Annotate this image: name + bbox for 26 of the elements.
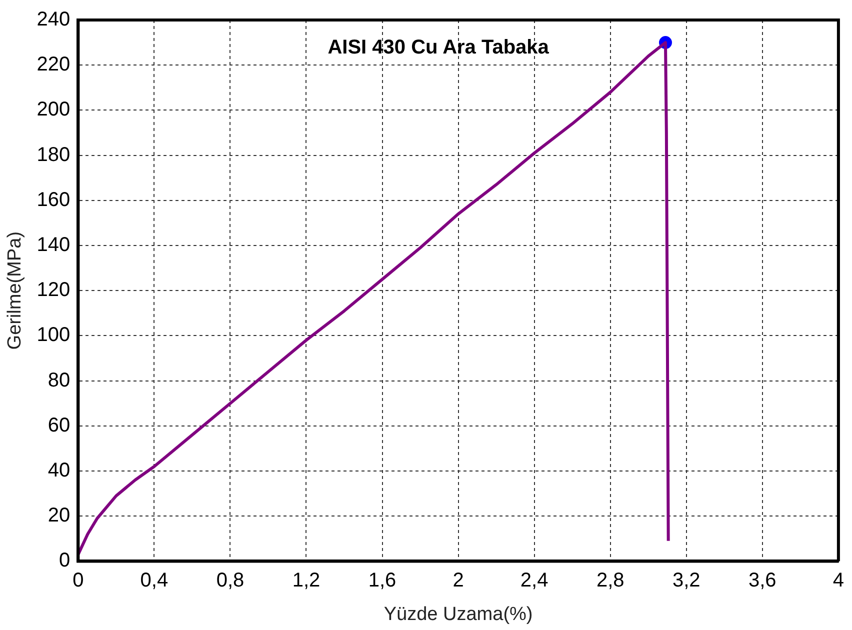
y-tick-label: 80 [48, 369, 70, 392]
x-tick-label: 2,8 [596, 570, 624, 592]
x-tick-label: 1,2 [292, 570, 320, 592]
x-tick-label: 0,4 [140, 570, 168, 592]
y-tick-label: 200 [36, 98, 70, 121]
x-tick-label: 2 [452, 570, 464, 592]
y-tick-label: 240 [36, 8, 70, 31]
y-tick-label: 0 [59, 550, 70, 572]
text: AISI 430 Cu Ara Tabaka [328, 36, 550, 59]
y-tick-label: 180 [36, 144, 70, 166]
y-axis-title: Gerilme(MPa) [4, 231, 26, 350]
x-tick-label: 1,6 [368, 570, 396, 592]
y-tick-label: 120 [36, 279, 70, 302]
x-tick-label: 4 [832, 570, 844, 592]
y-tick-label: 100 [36, 324, 70, 346]
y-tick-label: 60 [48, 414, 70, 436]
y-tick-label: 160 [36, 188, 70, 211]
x-tick-label: 3,6 [748, 570, 776, 592]
y-tick-label: 40 [48, 460, 70, 482]
y-tick-label: 220 [36, 54, 70, 76]
y-tick-label: 20 [48, 504, 70, 527]
x-tick-label: 2,4 [520, 570, 548, 592]
x-tick-label: 3,2 [672, 570, 700, 592]
x-axis-title: Yüzde Uzama(%) [384, 604, 533, 625]
y-tick-label: 140 [36, 234, 70, 256]
x-tick-label: 0,8 [216, 570, 244, 592]
